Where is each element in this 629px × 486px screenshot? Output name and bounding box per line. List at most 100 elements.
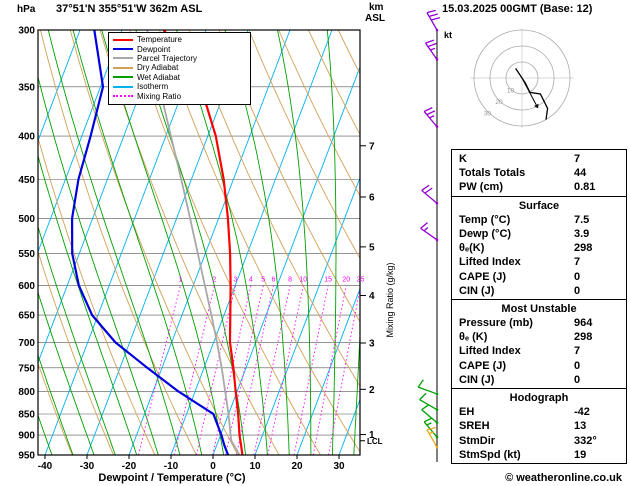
legend-line-swatch	[113, 66, 133, 69]
altitude-unit-km-label: km	[369, 2, 384, 13]
hodograph-unit-label: kt	[444, 30, 452, 40]
dry-adiabat-line	[218, 30, 360, 323]
storm-motion-arrowhead	[534, 103, 539, 109]
legend-item-label: Parcel Trajectory	[137, 53, 198, 63]
mixing-ratio-value-label: 2	[212, 277, 216, 284]
legend-item: Mixing Ratio	[113, 91, 246, 101]
wind-barb-full-tick	[423, 107, 433, 113]
wet-adiabat-line	[326, 30, 337, 455]
mixing-ratio-value-label: 20	[342, 277, 350, 284]
wet-adiabat-line	[176, 30, 268, 455]
legend-item-label: Temperature	[137, 35, 182, 45]
sounding-profiles	[71, 30, 244, 455]
pressure-tick-label: 300	[18, 26, 35, 37]
isotherm-line	[38, 30, 81, 143]
stat-value: 298	[574, 242, 593, 255]
mixing-ratio-line	[225, 285, 264, 455]
stat-value: 19	[574, 448, 587, 461]
legend-line-swatch	[113, 95, 133, 98]
station-title: 37°51'N 355°51'W 362m ASL	[56, 3, 203, 15]
wind-barb-full-tick	[417, 379, 424, 388]
indices-section-row: PW (cm) 0.81	[452, 180, 626, 194]
wind-barb-full-tick	[421, 184, 430, 191]
most-unstable-section-row: CAPE (J) 0	[452, 359, 626, 373]
stat-value: 7	[574, 256, 581, 269]
pressure-tick-label: 750	[18, 363, 35, 374]
legend-item-label: Wet Adiabat	[137, 72, 180, 82]
temp-tick-label: 30	[333, 461, 345, 472]
surface-section-row: Dewp (°C) 3.9	[452, 227, 626, 241]
surface-section-row: Lifted Index 7	[452, 255, 626, 269]
surface-section-row: Temp (°C) 7.5	[452, 213, 626, 227]
wind-barb-staff	[426, 12, 438, 31]
stat-label: EH	[459, 406, 475, 419]
wind-barb-full-tick	[423, 417, 433, 423]
most-unstable-section-row: CIN (J) 0	[452, 373, 626, 387]
stat-value: 0	[574, 284, 581, 297]
wind-barb-full-tick	[426, 426, 436, 431]
pressure-tick-label: 350	[18, 82, 35, 93]
temp-tick-label: 10	[249, 461, 261, 472]
mixing-ratio-line	[312, 285, 347, 455]
wind-barb-half-tick	[429, 115, 435, 119]
wind-barb-full-tick	[431, 16, 441, 21]
surface-section-title: Surface	[518, 199, 560, 212]
stat-label: Lifted Index	[459, 345, 521, 358]
stat-value: 0	[574, 359, 581, 372]
dry-adiabat-line	[39, 30, 197, 455]
hodograph-section: Hodograph EH -42 SREH 13 StmDir 332° StmSpd (kt…	[451, 388, 627, 464]
km-tick-label: 1	[369, 430, 375, 441]
stat-label: θₑ (K)	[459, 331, 488, 344]
wind-barb-full-tick	[420, 222, 428, 229]
wind-barb-staff	[417, 386, 438, 395]
km-tick-label: 3	[369, 338, 375, 349]
km-tick-label: 4	[369, 291, 375, 302]
indices-section: K 7 Totals Totals 44 PW (cm) 0.81	[451, 149, 627, 197]
mixing-ratio-line	[212, 285, 252, 455]
legend-line-swatch	[113, 48, 133, 51]
hodograph-section-row: StmSpd (kt) 19	[452, 448, 626, 462]
wind-barb-full-tick	[428, 13, 438, 17]
wind-barb-staff	[423, 110, 438, 128]
dewpoint-curve	[71, 30, 230, 455]
wind-barb-staff	[426, 429, 438, 448]
hodograph-ring	[473, 29, 571, 127]
datetime-title: 15.03.2025 00GMT (Base: 12)	[442, 3, 593, 15]
wind-barb-staff	[421, 409, 438, 424]
most-unstable-section: Most Unstable Pressure (mb) 964 θₑ (K) 298 Li…	[451, 298, 627, 389]
mixing-ratio-line	[253, 285, 291, 455]
wind-barb-half-tick	[426, 422, 432, 426]
wet-adiabat-line	[38, 291, 95, 455]
hodograph-section-row: SREH 13	[452, 419, 626, 433]
wind-barb-full-tick	[419, 392, 427, 401]
wind-barb-full-tick	[425, 39, 435, 44]
wind-barb-half-tick	[428, 431, 435, 435]
legend: Temperature Dewpoint Parcel Trajectory Dry …	[108, 32, 251, 105]
mixing-ratio-value-label: 4	[249, 277, 253, 284]
hodograph-ring-label: 30	[484, 111, 492, 118]
wind-barb-staff	[421, 189, 438, 204]
stat-value: 332°	[574, 434, 597, 447]
legend-item: Parcel Trajectory	[113, 54, 246, 63]
isotherm-line	[38, 30, 123, 253]
stat-value: 7	[574, 153, 581, 165]
x-axis-title: Dewpoint / Temperature (°C)	[98, 472, 246, 484]
stat-value: 7.5	[574, 213, 590, 226]
pressure-tick-label: 950	[18, 451, 35, 462]
legend-item: Dewpoint	[113, 44, 246, 54]
temp-tick-label: -20	[122, 461, 137, 472]
most-unstable-section-row: θₑ (K) 298	[452, 330, 626, 344]
wet-adiabat-line	[101, 30, 225, 455]
isotherm-line	[212, 65, 360, 455]
dry-adiabat-line	[38, 136, 156, 455]
dry-adiabat-line	[248, 30, 360, 260]
hodograph-ring	[489, 45, 555, 111]
mixing-ratio-value-label: 3	[233, 277, 237, 284]
wind-barb-full-tick	[426, 9, 436, 14]
most-unstable-section-row: Pressure (mb) 964	[452, 316, 626, 330]
temp-tick-label: -10	[164, 461, 179, 472]
pressure-tick-label: 700	[18, 338, 35, 349]
legend-line-swatch	[113, 76, 133, 79]
mixing-ratio-value-label: 1	[178, 277, 182, 284]
